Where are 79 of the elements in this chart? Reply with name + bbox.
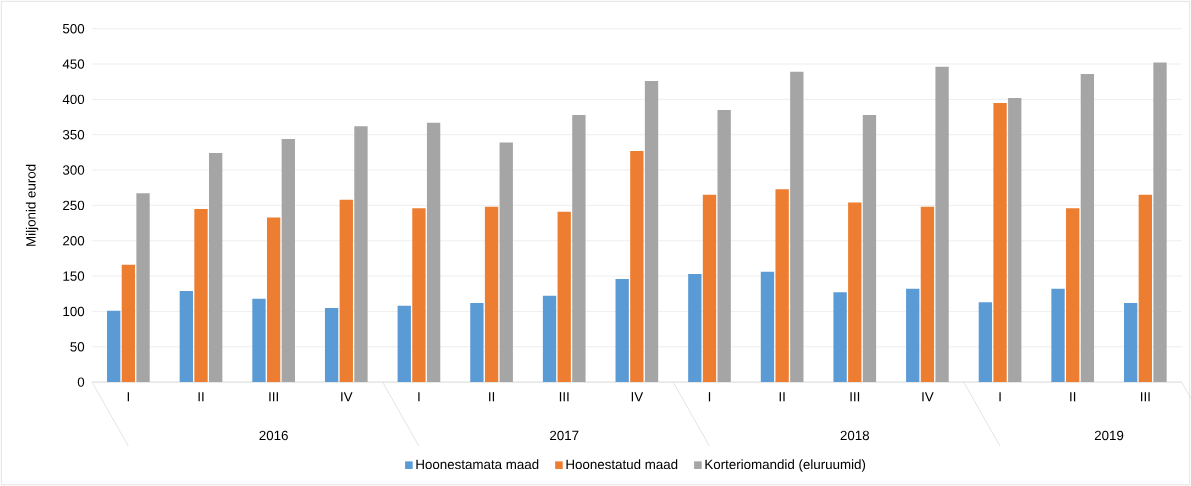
bar (354, 126, 368, 383)
x-tick-label: III (269, 392, 278, 402)
bar (426, 122, 441, 383)
bar (790, 71, 804, 383)
x-tick-label: I (999, 392, 1001, 402)
bar (1008, 97, 1022, 383)
y-tick-label: 450 (62, 59, 85, 69)
bar (862, 114, 877, 383)
y-tick-label: 300 (62, 165, 85, 175)
bar (179, 290, 193, 383)
bar (702, 194, 717, 383)
y-tick-label: 100 (63, 306, 85, 317)
bar (209, 153, 223, 383)
text: 2016 (259, 430, 288, 441)
bar (1066, 208, 1080, 383)
bar (499, 142, 513, 383)
bar (760, 271, 775, 383)
bar (1124, 302, 1138, 383)
x-tick-label: I (127, 392, 129, 402)
bar (252, 298, 266, 383)
bar (136, 193, 150, 383)
bar (266, 217, 281, 383)
x-tick-label: IV (922, 392, 934, 402)
bar (397, 305, 411, 383)
bar (1051, 288, 1065, 383)
y-tick-label: 0 (77, 377, 85, 387)
bar (194, 208, 208, 383)
x-tick-label: III (1141, 392, 1150, 402)
bar (484, 206, 499, 383)
x-tick-label: III (559, 392, 569, 402)
x-tick-label: I (708, 392, 711, 402)
bar (324, 307, 339, 383)
x-tick-label: II (779, 392, 785, 402)
bar (630, 150, 644, 383)
text: 2019 (1094, 430, 1124, 441)
bar (470, 302, 484, 383)
y-tick-label: 200 (63, 235, 85, 246)
text: 2017 (550, 430, 579, 441)
bar (281, 138, 295, 383)
bar (121, 264, 136, 383)
bar (1080, 73, 1095, 383)
legend-label: Hoonestamata maad (416, 459, 539, 470)
bar (978, 302, 993, 383)
bar (935, 66, 949, 383)
x-tick-label: II (489, 392, 495, 402)
legend-label: Korteriomandid (eluruumid) (705, 459, 866, 472)
x-tick-label: II (1070, 392, 1076, 402)
bar (848, 202, 862, 383)
text: 2018 (840, 430, 870, 441)
legend-label: Hoonestatud maad (566, 459, 678, 470)
bar (557, 211, 571, 383)
x-tick-label: IV (341, 392, 353, 402)
y-tick-label: 350 (62, 129, 85, 140)
bar (107, 310, 121, 383)
y-tick-label: 150 (63, 271, 85, 281)
y-tick-label: 500 (62, 23, 85, 34)
bar (542, 295, 557, 383)
bar (717, 109, 731, 383)
x-tick-label: III (850, 392, 860, 402)
bar (1153, 62, 1167, 383)
bar (833, 292, 847, 383)
bar (920, 206, 935, 383)
y-tick-label: 400 (62, 94, 85, 105)
y-tick-label: 50 (70, 341, 85, 352)
x-tick-label: II (198, 392, 204, 402)
x-tick-label: IV (631, 392, 644, 402)
bar (1138, 194, 1153, 383)
bar (775, 189, 789, 383)
bar (412, 208, 426, 383)
y-axis-title: Miljonid eurod (25, 164, 39, 246)
bar (339, 199, 353, 383)
bar (906, 288, 920, 383)
bar (615, 278, 629, 383)
bar (572, 114, 586, 383)
bar (644, 80, 659, 383)
y-tick-label: 250 (63, 200, 85, 211)
bar (688, 273, 702, 383)
x-tick-label: I (418, 392, 420, 402)
bar (993, 102, 1007, 383)
